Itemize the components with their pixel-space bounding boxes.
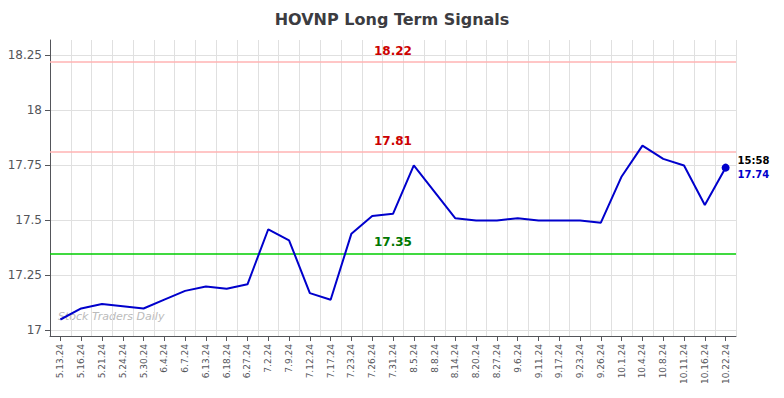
svg-text:10.16.24: 10.16.24	[700, 344, 710, 384]
svg-text:15:58: 15:58	[738, 155, 770, 166]
svg-text:5.16.24: 5.16.24	[76, 344, 86, 379]
svg-text:17.74: 17.74	[738, 169, 770, 180]
svg-text:17: 17	[27, 323, 42, 337]
svg-text:17.81: 17.81	[374, 134, 412, 148]
svg-text:8.20.24: 8.20.24	[471, 344, 481, 379]
svg-text:7.2.24: 7.2.24	[263, 344, 273, 373]
svg-text:5.24.24: 5.24.24	[118, 344, 128, 379]
svg-text:10.8.24: 10.8.24	[658, 344, 668, 379]
svg-text:8.8.24: 8.8.24	[430, 344, 440, 373]
svg-text:6.27.24: 6.27.24	[242, 344, 252, 379]
svg-text:10.11.24: 10.11.24	[679, 344, 689, 384]
svg-text:18.25: 18.25	[8, 48, 42, 62]
svg-text:5.21.24: 5.21.24	[97, 344, 107, 379]
svg-text:8.5.24: 8.5.24	[409, 344, 419, 373]
svg-text:6.4.24: 6.4.24	[159, 344, 169, 373]
svg-text:17.5: 17.5	[15, 213, 42, 227]
svg-text:6.13.24: 6.13.24	[201, 344, 211, 379]
svg-text:5.30.24: 5.30.24	[139, 344, 149, 379]
svg-text:HOVNP Long Term Signals: HOVNP Long Term Signals	[275, 10, 510, 29]
svg-text:7.17.24: 7.17.24	[326, 344, 336, 379]
svg-text:9.23.24: 9.23.24	[575, 344, 585, 379]
svg-text:17.35: 17.35	[374, 235, 412, 249]
svg-text:18.22: 18.22	[374, 44, 412, 58]
svg-text:7.23.24: 7.23.24	[346, 344, 356, 379]
svg-text:8.27.24: 8.27.24	[492, 344, 502, 379]
svg-text:10.22.24: 10.22.24	[721, 344, 731, 384]
svg-text:6.7.24: 6.7.24	[180, 344, 190, 373]
svg-text:9.26.24: 9.26.24	[596, 344, 606, 379]
svg-text:7.31.24: 7.31.24	[388, 344, 398, 379]
svg-text:9.6.24: 9.6.24	[513, 344, 523, 373]
svg-text:17.25: 17.25	[8, 268, 42, 282]
svg-text:7.26.24: 7.26.24	[367, 344, 377, 379]
svg-text:8.14.24: 8.14.24	[450, 344, 460, 379]
svg-text:7.9.24: 7.9.24	[284, 344, 294, 373]
svg-text:10.1.24: 10.1.24	[617, 344, 627, 379]
svg-text:9.11.24: 9.11.24	[534, 344, 544, 379]
svg-text:17.75: 17.75	[8, 158, 42, 172]
svg-text:10.4.24: 10.4.24	[637, 344, 647, 379]
svg-text:7.12.24: 7.12.24	[305, 344, 315, 379]
svg-text:5.13.24: 5.13.24	[55, 344, 65, 379]
svg-text:6.18.24: 6.18.24	[222, 344, 232, 379]
svg-text:9.17.24: 9.17.24	[554, 344, 564, 379]
svg-text:Stock Traders Daily: Stock Traders Daily	[58, 310, 165, 323]
svg-text:18: 18	[27, 103, 42, 117]
